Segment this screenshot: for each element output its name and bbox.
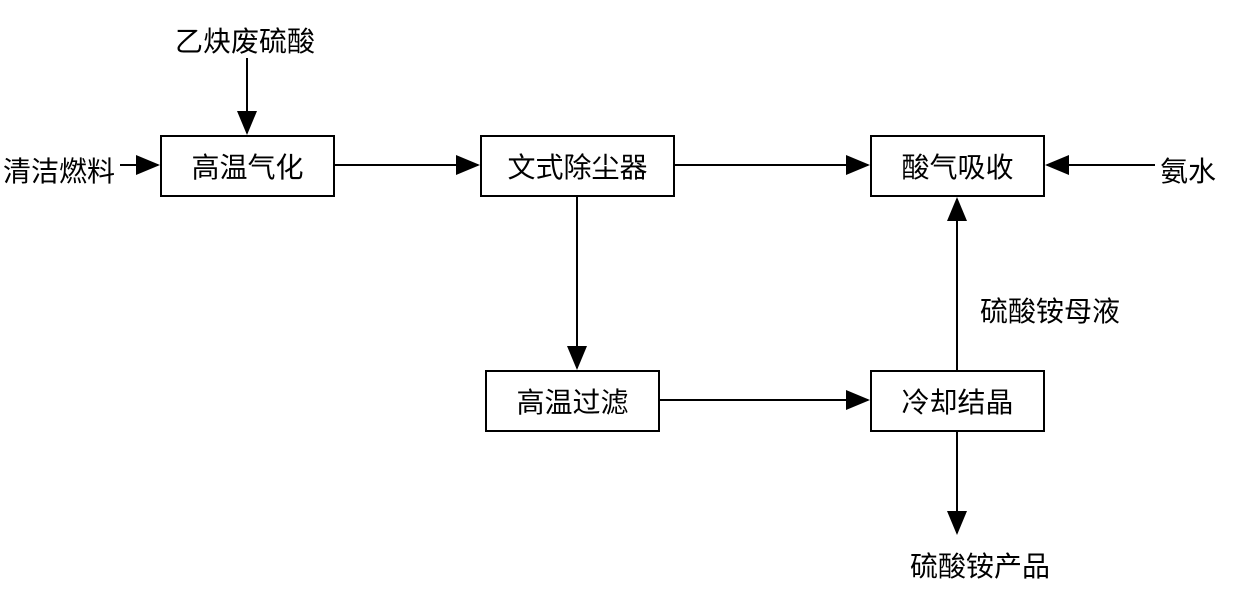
node-label: 高温气化	[191, 146, 303, 186]
node-label: 高温过滤	[516, 381, 628, 421]
node-label: 文式除尘器	[507, 146, 647, 186]
label-product: 硫酸铵产品	[910, 545, 1050, 585]
node-gasification: 高温气化	[160, 135, 335, 197]
node-label: 酸气吸收	[901, 146, 1013, 186]
node-cooling-crystal: 冷却结晶	[870, 370, 1045, 432]
node-acid-absorption: 酸气吸收	[870, 135, 1045, 197]
label-acetylene-waste: 乙炔废硫酸	[175, 20, 315, 60]
node-dust-collector: 文式除尘器	[480, 135, 675, 197]
label-mother-liquor: 硫酸铵母液	[980, 290, 1120, 330]
label-clean-fuel: 清洁燃料	[3, 150, 115, 190]
label-ammonia: 氨水	[1160, 150, 1216, 190]
node-high-temp-filter: 高温过滤	[485, 370, 660, 432]
node-label: 冷却结晶	[901, 381, 1013, 421]
